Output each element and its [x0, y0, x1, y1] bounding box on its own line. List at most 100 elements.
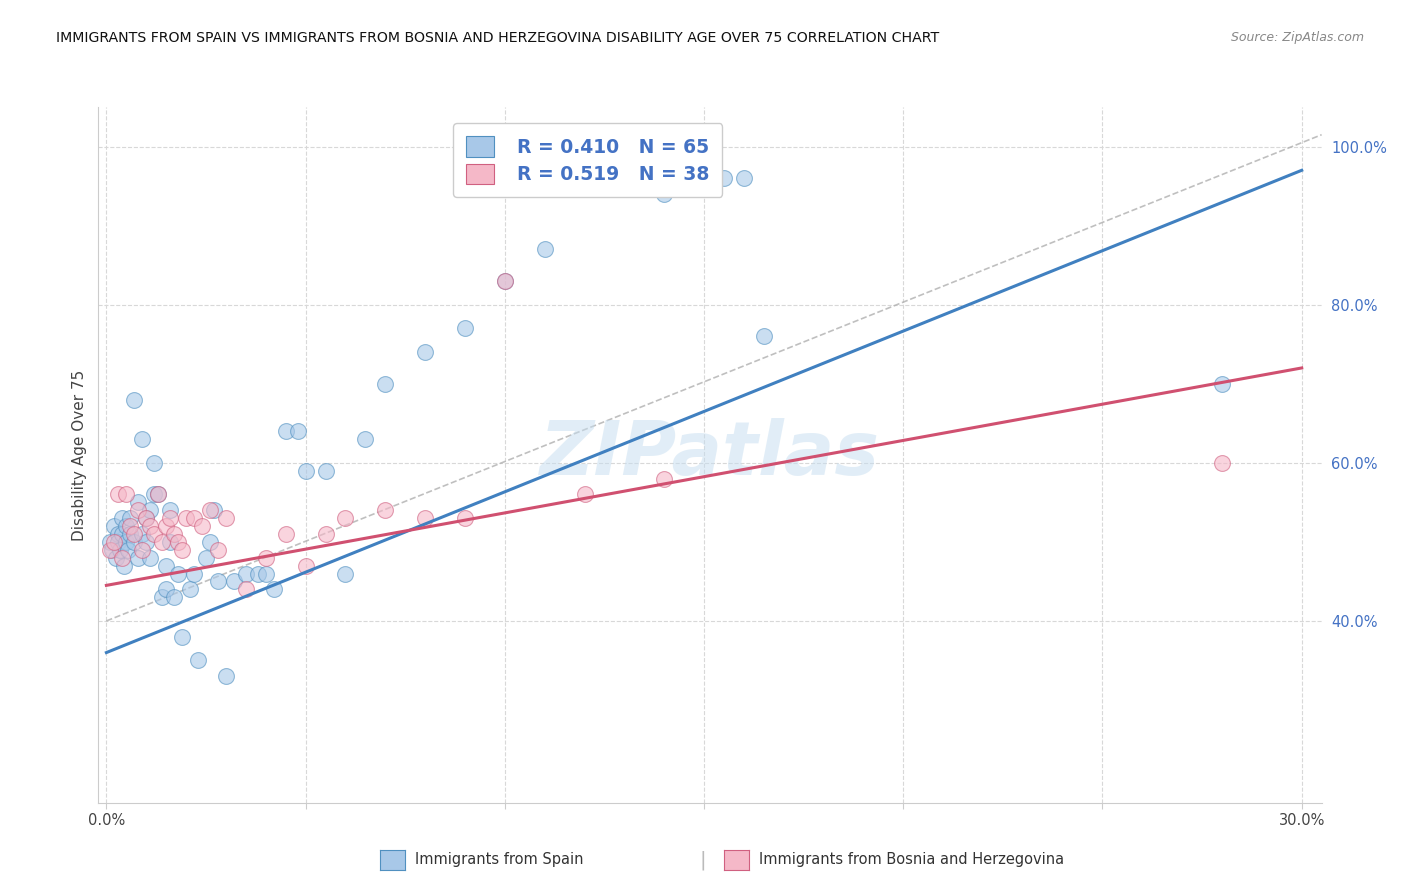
Point	[139, 519, 162, 533]
Point	[533, 243, 555, 257]
Point	[115, 534, 138, 549]
Point	[454, 321, 477, 335]
Point	[198, 534, 221, 549]
Point	[254, 550, 277, 565]
Point	[263, 582, 285, 597]
Point	[254, 566, 277, 581]
Point	[315, 464, 337, 478]
Point	[107, 487, 129, 501]
Point	[374, 503, 396, 517]
Point	[124, 392, 146, 407]
Text: IMMIGRANTS FROM SPAIN VS IMMIGRANTS FROM BOSNIA AND HERZEGOVINA DISABILITY AGE O: IMMIGRANTS FROM SPAIN VS IMMIGRANTS FROM…	[56, 31, 939, 45]
Point	[191, 519, 214, 533]
Point	[98, 534, 121, 549]
Point	[235, 566, 257, 581]
Point	[574, 487, 596, 501]
Point	[413, 345, 436, 359]
Point	[112, 558, 135, 573]
Point	[733, 171, 755, 186]
Text: Source: ZipAtlas.com: Source: ZipAtlas.com	[1230, 31, 1364, 45]
Point	[1211, 456, 1233, 470]
Point	[215, 669, 238, 683]
Point	[274, 527, 297, 541]
Point	[139, 503, 162, 517]
Point	[101, 542, 124, 557]
Point	[155, 558, 177, 573]
Point	[159, 503, 181, 517]
Point	[143, 527, 166, 541]
Point	[127, 503, 149, 517]
Point	[335, 566, 357, 581]
Point	[159, 534, 181, 549]
Point	[215, 511, 238, 525]
Point	[202, 503, 225, 517]
Point	[183, 566, 205, 581]
Point	[335, 511, 357, 525]
Point	[246, 566, 269, 581]
Point	[115, 487, 138, 501]
Point	[1211, 376, 1233, 391]
Point	[155, 582, 177, 597]
Point	[150, 534, 173, 549]
Point	[652, 187, 675, 202]
Point	[124, 534, 146, 549]
Point	[294, 558, 316, 573]
Point	[135, 534, 157, 549]
Point	[120, 511, 142, 525]
Point	[103, 534, 125, 549]
Point	[110, 542, 132, 557]
Point	[135, 511, 157, 525]
Point	[167, 534, 190, 549]
Legend:   R = 0.410   N = 65,   R = 0.519   N = 38: R = 0.410 N = 65, R = 0.519 N = 38	[453, 123, 723, 197]
Text: Immigrants from Spain: Immigrants from Spain	[415, 853, 583, 867]
Point	[652, 472, 675, 486]
Point	[105, 550, 128, 565]
Point	[107, 534, 129, 549]
Point	[315, 527, 337, 541]
Point	[131, 527, 153, 541]
Text: Immigrants from Bosnia and Herzegovina: Immigrants from Bosnia and Herzegovina	[759, 853, 1064, 867]
Point	[172, 542, 194, 557]
Point	[148, 487, 170, 501]
Point	[127, 550, 149, 565]
Point	[413, 511, 436, 525]
Point	[131, 542, 153, 557]
Point	[155, 519, 177, 533]
Point	[752, 329, 775, 343]
Point	[127, 495, 149, 509]
Point	[100, 542, 122, 557]
Point	[143, 456, 166, 470]
Point	[124, 527, 146, 541]
Text: |: |	[700, 850, 706, 870]
Point	[163, 527, 186, 541]
Point	[163, 591, 186, 605]
Point	[103, 519, 125, 533]
Point	[494, 274, 516, 288]
Point	[454, 511, 477, 525]
Point	[148, 487, 170, 501]
Point	[159, 511, 181, 525]
Point	[111, 527, 134, 541]
Point	[198, 503, 221, 517]
Point	[167, 566, 190, 581]
Point	[117, 542, 139, 557]
Point	[274, 424, 297, 438]
Point	[120, 519, 142, 533]
Point	[179, 582, 201, 597]
Point	[139, 550, 162, 565]
Point	[111, 511, 134, 525]
Point	[131, 432, 153, 446]
Point	[354, 432, 377, 446]
Point	[143, 487, 166, 501]
Point	[187, 653, 209, 667]
Point	[195, 550, 218, 565]
Point	[115, 519, 138, 533]
Point	[294, 464, 316, 478]
Point	[150, 591, 173, 605]
Point	[172, 630, 194, 644]
Point	[183, 511, 205, 525]
Point	[713, 171, 735, 186]
Point	[120, 527, 142, 541]
Y-axis label: Disability Age Over 75: Disability Age Over 75	[72, 369, 87, 541]
Text: ZIPatlas: ZIPatlas	[540, 418, 880, 491]
